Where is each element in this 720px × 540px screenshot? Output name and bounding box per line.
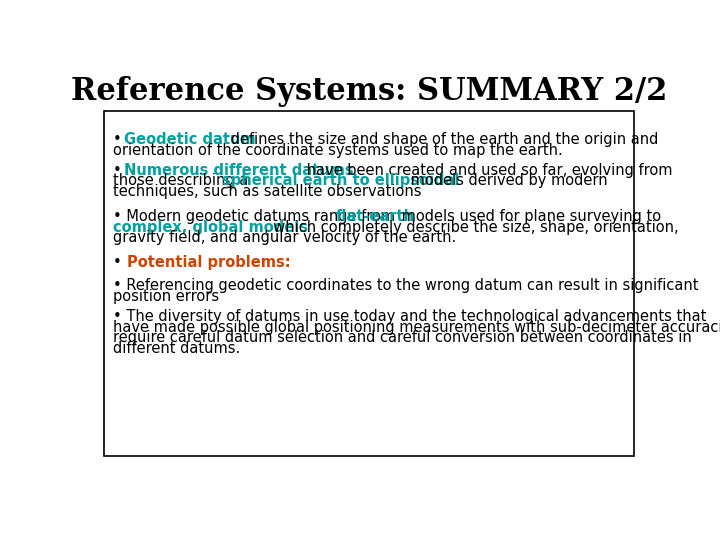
- Text: defines the size and shape of the earth and the origin and: defines the size and shape of the earth …: [225, 132, 658, 147]
- Text: Geodetic datum: Geodetic datum: [124, 132, 256, 147]
- Text: Reference Systems: SUMMARY 2/2: Reference Systems: SUMMARY 2/2: [71, 76, 667, 107]
- Text: Potential problems:: Potential problems:: [127, 255, 291, 270]
- Text: position errors: position errors: [113, 289, 220, 304]
- Text: gravity field, and angular velocity of the earth.: gravity field, and angular velocity of t…: [113, 231, 456, 245]
- Text: have made possible global positioning measurements with sub-decimeter accuracies: have made possible global positioning me…: [113, 320, 720, 335]
- Text: models used for plane surveying to: models used for plane surveying to: [397, 209, 661, 224]
- Text: spherical earth to ellipsoidal: spherical earth to ellipsoidal: [222, 173, 459, 188]
- Text: •: •: [113, 132, 127, 147]
- Text: orientation of the coordinate systems used to map the earth.: orientation of the coordinate systems us…: [113, 143, 563, 158]
- Text: have been created and used so far, evolving from: have been created and used so far, evolv…: [302, 163, 672, 178]
- Text: Numerous different datums: Numerous different datums: [124, 163, 354, 178]
- Text: •: •: [113, 255, 131, 270]
- Text: models derived by modern: models derived by modern: [405, 173, 607, 188]
- Text: those describing a: those describing a: [113, 173, 253, 188]
- Text: require careful datum selection and careful conversion between coordinates in: require careful datum selection and care…: [113, 330, 692, 346]
- Text: • Referencing geodetic coordinates to the wrong datum can result in significant: • Referencing geodetic coordinates to th…: [113, 278, 698, 293]
- Text: • Modern geodetic datums range from: • Modern geodetic datums range from: [113, 209, 400, 224]
- FancyBboxPatch shape: [104, 111, 634, 456]
- Text: , which completely describe the size, shape, orientation,: , which completely describe the size, sh…: [264, 220, 679, 234]
- Text: •: •: [113, 163, 127, 178]
- Text: flat-earth: flat-earth: [336, 209, 415, 224]
- Text: different datums.: different datums.: [113, 341, 240, 356]
- Text: complex, global models: complex, global models: [113, 220, 308, 234]
- Text: techniques, such as satellite observations: techniques, such as satellite observatio…: [113, 184, 422, 199]
- Text: • The diversity of datums in use today and the technological advancements that: • The diversity of datums in use today a…: [113, 309, 706, 324]
